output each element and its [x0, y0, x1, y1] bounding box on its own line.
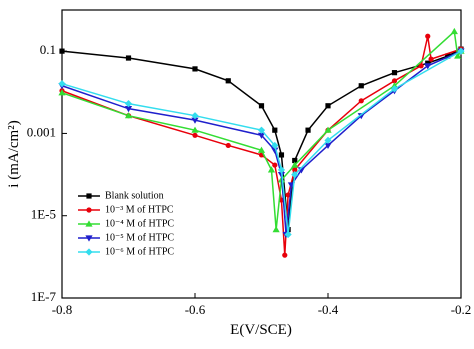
- legend-marker: [86, 193, 92, 199]
- data-point: [358, 98, 364, 104]
- data-point: [390, 82, 399, 89]
- data-point: [285, 192, 291, 198]
- data-point: [324, 126, 332, 133]
- data-point: [457, 47, 465, 55]
- data-point: [450, 27, 458, 35]
- data-point: [428, 56, 434, 62]
- legend-label: Blank solution: [105, 190, 164, 201]
- data-point: [391, 78, 398, 84]
- data-point: [292, 157, 298, 164]
- data-point: [257, 126, 266, 134]
- data-point: [272, 225, 280, 233]
- data-point: [425, 60, 431, 66]
- data-point: [191, 117, 199, 124]
- data-point: [257, 132, 266, 139]
- data-point: [125, 55, 132, 61]
- series-line: [61, 50, 462, 235]
- data-point: [454, 52, 462, 59]
- legend-label: 10⁻⁵ M of HTPC: [105, 232, 174, 243]
- data-point: [284, 230, 292, 239]
- data-point: [324, 136, 332, 144]
- data-point: [391, 70, 398, 76]
- legend-marker: [85, 220, 93, 227]
- y-axis-label: i (mA/cm²): [6, 120, 22, 187]
- data-point: [191, 126, 199, 133]
- y-tick-label: 1E-5: [31, 207, 56, 222]
- data-point: [267, 166, 276, 173]
- data-point: [225, 142, 231, 149]
- data-point: [445, 53, 451, 59]
- data-point: [124, 106, 133, 113]
- data-point: [325, 103, 331, 109]
- data-point: [358, 83, 364, 89]
- data-point: [58, 80, 66, 88]
- legend-label: 10⁻³ M of HTPC: [105, 204, 174, 215]
- data-point: [58, 89, 66, 96]
- data-point: [425, 33, 431, 39]
- data-point: [357, 113, 365, 120]
- legend-marker: [85, 248, 93, 256]
- data-point: [258, 103, 265, 109]
- y-tick-label: 1E-7: [31, 289, 57, 304]
- x-tick-label: -0.6: [185, 302, 206, 317]
- data-point: [291, 161, 299, 168]
- data-point: [124, 100, 133, 108]
- data-point: [390, 85, 399, 93]
- legend-label: 10⁻⁶ M of HTPC: [105, 246, 174, 257]
- data-point: [271, 147, 279, 154]
- data-point: [424, 63, 432, 70]
- data-point: [192, 132, 198, 138]
- plot-frame: [61, 9, 462, 299]
- data-point: [191, 112, 199, 120]
- data-point: [59, 48, 65, 54]
- data-point: [271, 141, 279, 150]
- data-point: [272, 127, 278, 133]
- x-tick-label: -0.8: [52, 302, 73, 317]
- data-point: [277, 166, 286, 174]
- data-point: [305, 127, 311, 133]
- legend-marker: [86, 207, 92, 213]
- data-point: [225, 78, 231, 84]
- y-tick-label: 0.001: [27, 124, 56, 139]
- data-point: [257, 146, 266, 153]
- data-point: [291, 170, 299, 179]
- legend-label: 10⁻⁴ M of HTPC: [105, 218, 174, 229]
- data-point: [192, 66, 198, 72]
- y-tick-label: 0.1: [40, 42, 56, 57]
- x-tick-label: -0.2: [451, 302, 472, 317]
- data-point: [124, 112, 133, 119]
- x-tick-label: -0.4: [318, 302, 339, 317]
- legend-marker: [85, 235, 93, 242]
- series-line: [61, 48, 462, 230]
- data-point: [278, 152, 285, 158]
- data-point: [282, 252, 288, 258]
- data-point: [418, 63, 424, 69]
- data-point: [272, 162, 278, 168]
- data-point: [324, 142, 332, 150]
- data-point: [292, 167, 298, 173]
- x-axis-label: E(V/SCE): [230, 322, 292, 338]
